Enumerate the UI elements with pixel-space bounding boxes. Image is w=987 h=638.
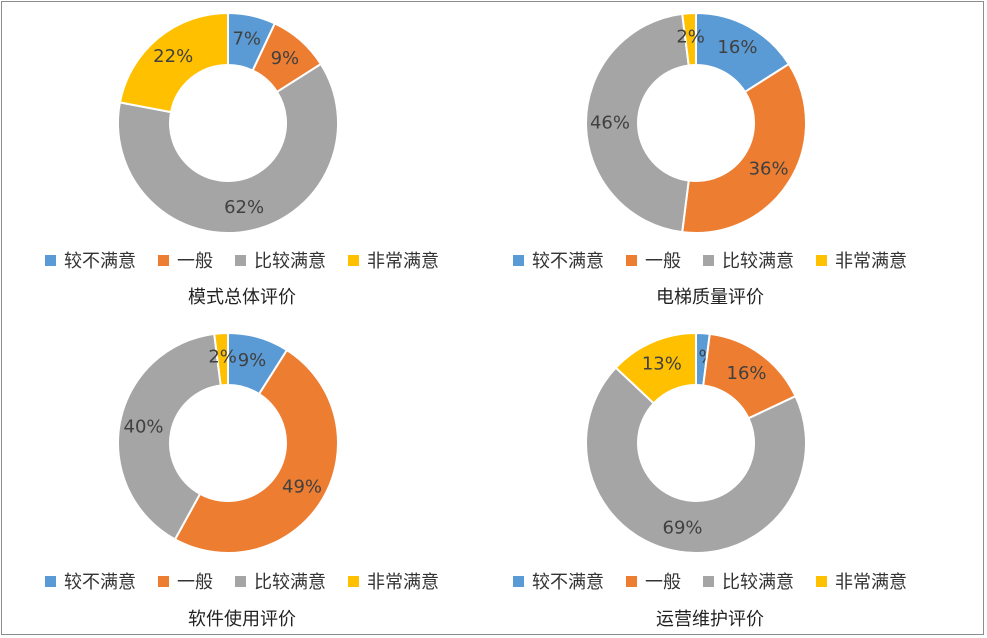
legend-swatch [45, 254, 56, 266]
legend-item-0-3: 非常满意 [348, 247, 439, 273]
legend-item-3-2: 比较满意 [703, 568, 794, 594]
slice-label-2: 69% [663, 517, 703, 538]
chart-title-1: 电梯质量评价 [656, 287, 764, 308]
legend-label: 一般 [645, 572, 681, 593]
legend-label: 一般 [177, 572, 213, 593]
donut-slice-3 [213, 331, 229, 387]
legend-swatch [513, 575, 524, 587]
legend-swatch [158, 575, 169, 587]
donut-chart-2: 9% 49% 40% 2% [117, 331, 339, 554]
legend-swatch [235, 575, 246, 587]
legend-swatch [348, 254, 359, 266]
legend-item-3-3: 非常满意 [816, 568, 907, 594]
donut-chart-0: 7% 9% 62% 22% [117, 11, 339, 234]
chart-title-2: 软件使用评价 [188, 609, 296, 630]
legend-item-1-2: 比较满意 [703, 247, 794, 273]
legend-item-1-0: 较不满意 [513, 247, 604, 273]
legend-swatch [816, 254, 827, 266]
legend-label: 较不满意 [64, 251, 136, 272]
legend-label: 非常满意 [835, 572, 907, 593]
legend-label: 比较满意 [254, 251, 326, 272]
legend-item-3-1: 一般 [626, 568, 681, 594]
legend-3: 较不满意 一般 比较满意 非常满意 [470, 568, 950, 594]
slice-label-3: 2% [208, 347, 237, 368]
legend-swatch [235, 254, 246, 266]
legend-label: 比较满意 [722, 251, 794, 272]
legend-swatch [703, 575, 714, 587]
donut-slice-2 [585, 366, 807, 554]
chart-title-0: 模式总体评价 [188, 287, 296, 308]
slice-label-3: 13% [642, 354, 682, 375]
legend-swatch [513, 254, 524, 266]
donut-chart-1: 16% 36% 46% 2% [585, 11, 807, 234]
slice-label-1: 36% [749, 159, 789, 180]
donut-slice-2 [585, 12, 690, 234]
legend-swatch [348, 575, 359, 587]
legend-item-0-1: 一般 [158, 247, 213, 273]
legend-label: 比较满意 [254, 572, 326, 593]
legend-item-1-1: 一般 [626, 247, 681, 273]
legend-swatch [158, 254, 169, 266]
slice-label-1: 16% [727, 363, 767, 384]
chart-title-3: 运营维护评价 [656, 609, 764, 630]
donut-slice-2 [117, 332, 222, 541]
slice-label-0: 16% [717, 37, 757, 58]
slice-label-0: 7% [232, 29, 261, 50]
legend-item-0-2: 比较满意 [235, 247, 326, 273]
legend-item-1-3: 非常满意 [816, 247, 907, 273]
donut-slice-1 [681, 62, 807, 234]
legend-label: 非常满意 [367, 251, 439, 272]
slice-label-1: 49% [282, 476, 322, 497]
legend-swatch [626, 575, 637, 587]
legend-swatch [45, 575, 56, 587]
donut-slice-2 [117, 62, 339, 234]
legend-2: 较不满意 一般 比较满意 非常满意 [2, 568, 482, 594]
legend-swatch [816, 575, 827, 587]
chart-panel-0: 7% 9% 62% 22% 较不满意 一般 比较满意 非常满意 模式总体评价 [2, 2, 482, 314]
legend-item-2-0: 较不满意 [45, 568, 136, 594]
chart-panel-1: 16% 36% 46% 2% 较不满意 一般 比较满意 非常满意 电梯质量评价 [470, 2, 950, 314]
slice-label-2: 62% [224, 197, 264, 218]
donut-slice-1 [173, 348, 339, 554]
legend-0: 较不满意 一般 比较满意 非常满意 [2, 247, 482, 273]
slice-label-3: 2% [676, 27, 705, 48]
legend-item-0-0: 较不满意 [45, 247, 136, 273]
legend-label: 较不满意 [532, 572, 604, 593]
legend-swatch [626, 254, 637, 266]
slice-label-3: 22% [153, 46, 193, 67]
slice-label-2: 46% [590, 113, 630, 134]
legend-label: 非常满意 [835, 251, 907, 272]
slice-label-0: 9% [238, 350, 267, 371]
legend-label: 较不满意 [64, 572, 136, 593]
legend-label: 比较满意 [722, 572, 794, 593]
legend-item-2-3: 非常满意 [348, 568, 439, 594]
donut-slice-3 [681, 11, 697, 67]
legend-swatch [703, 254, 714, 266]
donut-slice-3 [118, 11, 229, 114]
legend-item-2-1: 一般 [158, 568, 213, 594]
slice-label-1: 9% [271, 48, 300, 69]
legend-label: 较不满意 [532, 251, 604, 272]
donut-chart-3: 2%16%69%13% [585, 331, 807, 554]
donut-slice-3 [614, 331, 697, 405]
legend-item-2-2: 比较满意 [235, 568, 326, 594]
chart-panel-2: 9% 49% 40% 2% 较不满意 一般 比较满意 非常满意 软件使用评价 [2, 322, 482, 634]
legend-label: 一般 [177, 251, 213, 272]
legend-label: 一般 [645, 251, 681, 272]
legend-label: 非常满意 [367, 572, 439, 593]
chart-panel-3: 2% 16% 69% 13% 较不满意 一般 比较满意 非常满意 运营维护评价 [470, 322, 950, 634]
legend-1: 较不满意 一般 比较满意 非常满意 [470, 247, 950, 273]
legend-item-3-0: 较不满意 [513, 568, 604, 594]
slice-label-2: 40% [124, 416, 164, 437]
